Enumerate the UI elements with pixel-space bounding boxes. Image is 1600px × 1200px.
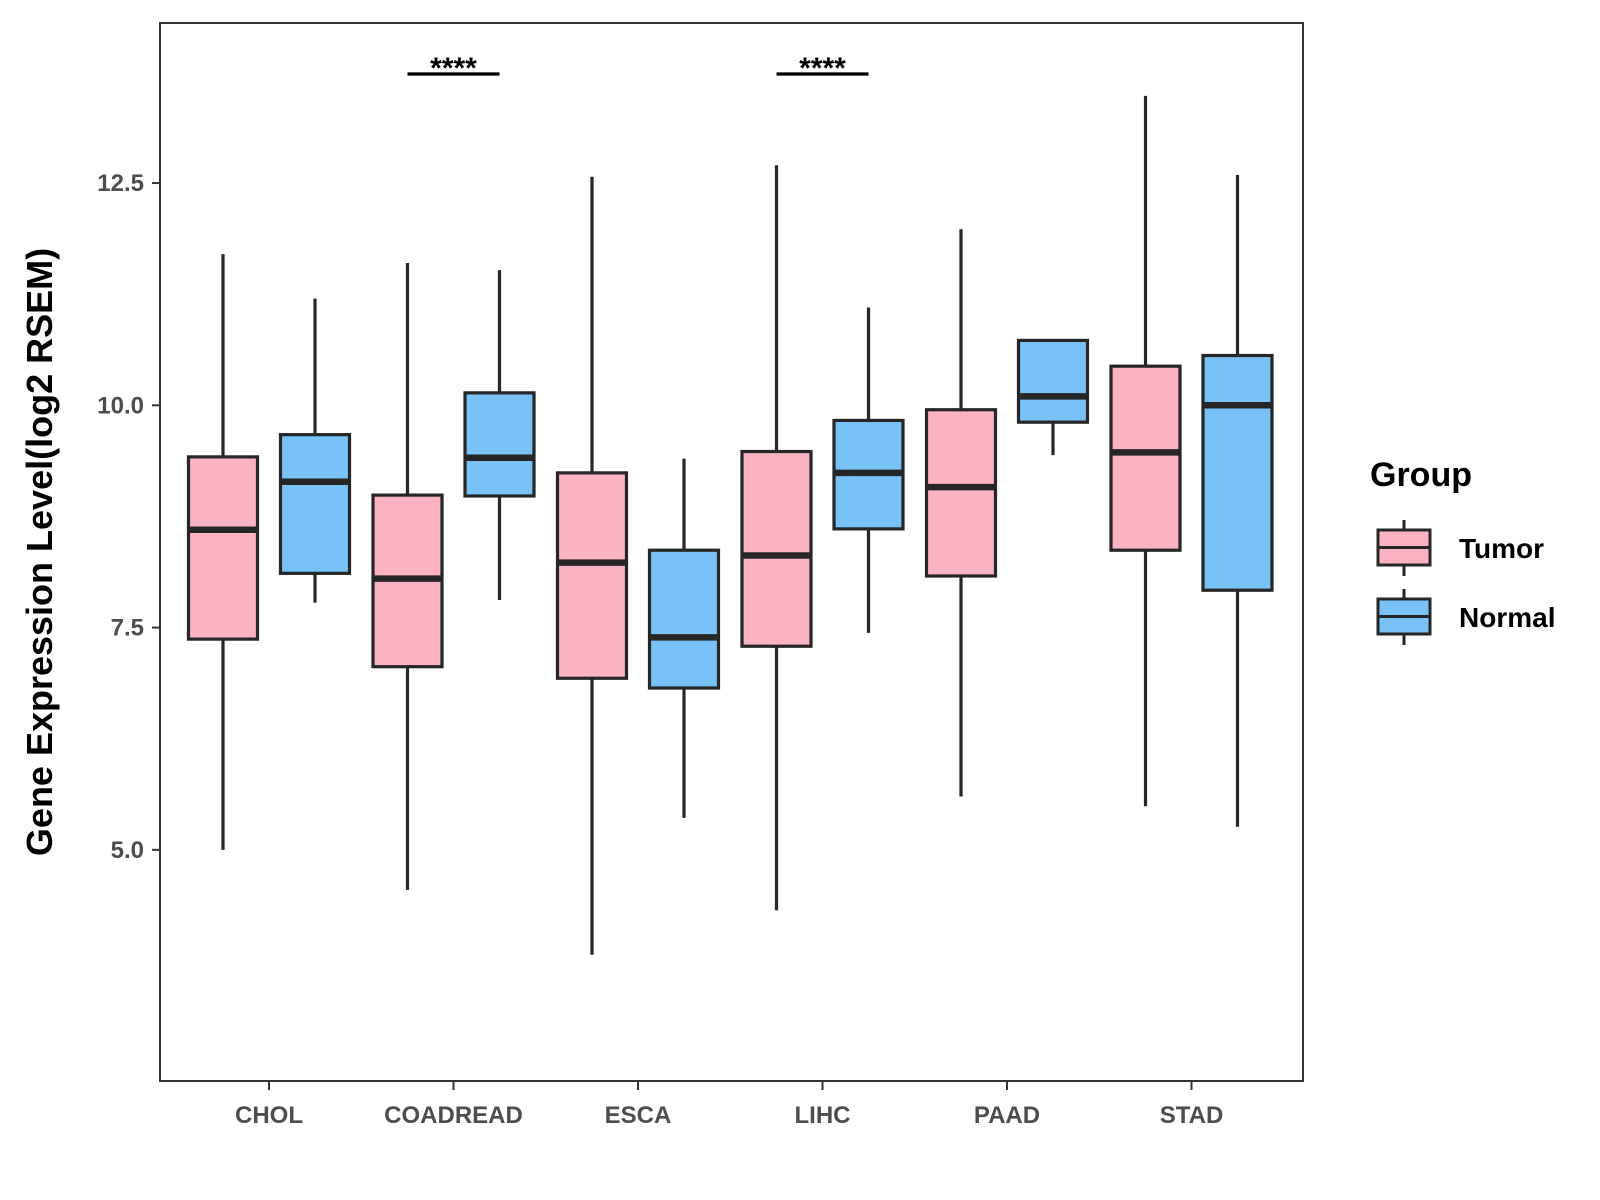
box-tumor-chol: [186, 254, 260, 850]
plot-panel-border: [159, 22, 1304, 1082]
y-tick-label: 5.0: [111, 837, 144, 864]
significance-lihc: ****: [776, 52, 869, 85]
iqr-box-tumor-paad: [924, 408, 998, 578]
box-normal-chol: [278, 298, 352, 603]
box-normal-esca: [647, 458, 721, 818]
box-tumor-coadread: [371, 263, 444, 890]
iqr-box-normal-esca: [647, 548, 721, 690]
box-tumor-esca: [555, 176, 629, 955]
box-normal-stad: [1201, 175, 1274, 827]
x-tick-label-coadread: COADREAD: [384, 1102, 523, 1129]
x-tick-label-chol: CHOL: [235, 1102, 303, 1129]
iqr-box-normal-paad: [1016, 338, 1090, 424]
legend-label-tumor: Tumor: [1459, 533, 1544, 564]
iqr-box-normal-stad: [1201, 353, 1274, 592]
y-tick-label: 7.5: [111, 615, 144, 642]
box-tumor-stad: [1109, 95, 1182, 807]
box-normal-lihc: [832, 307, 905, 633]
significance-label: ****: [799, 52, 846, 85]
x-tick-label-esca: ESCA: [605, 1102, 672, 1129]
legend-title: Group: [1370, 456, 1472, 494]
x-tick-label-lihc: LIHC: [795, 1102, 851, 1129]
iqr-box-tumor-esca: [555, 471, 629, 680]
x-tick-label-paad: PAAD: [974, 1102, 1040, 1129]
iqr-box-tumor-stad: [1109, 364, 1182, 552]
x-tick-label-stad: STAD: [1160, 1102, 1224, 1129]
iqr-box-normal-chol: [278, 433, 352, 575]
axes: 5.0 7.5 10.0 12.5 CHOL COADREAD ESCA LIHC PAAD ST…: [97, 170, 1223, 1129]
y-axis-title: Gene Expression Level(log2 RSEM): [19, 248, 60, 856]
y-tick-label: 12.5: [97, 170, 144, 197]
iqr-box-tumor-chol: [186, 455, 260, 641]
legend: Group Tumor Normal: [1370, 456, 1555, 645]
legend-entry-normal: Normal: [1376, 589, 1555, 645]
box-normal-coadread: [463, 270, 536, 601]
box-normal-paad: [1016, 338, 1090, 456]
y-tick-label: 10.0: [97, 392, 144, 419]
box-tumor-paad: [924, 229, 998, 797]
significance-label: ****: [430, 52, 477, 85]
iqr-box-tumor-lihc: [740, 449, 813, 648]
legend-label-normal: Normal: [1459, 602, 1555, 633]
box-tumor-lihc: [740, 165, 813, 911]
legend-entry-tumor: Tumor: [1376, 520, 1544, 576]
plot-area: **** ****: [186, 52, 1274, 955]
significance-coadread: ****: [407, 52, 500, 85]
iqr-box-normal-coadread: [463, 391, 536, 498]
